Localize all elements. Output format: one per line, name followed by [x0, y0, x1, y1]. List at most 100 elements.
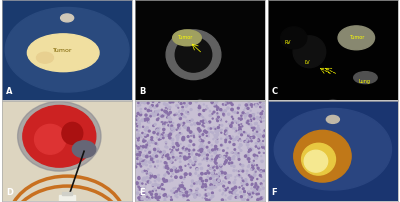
Ellipse shape — [232, 188, 234, 190]
Ellipse shape — [252, 116, 254, 118]
Ellipse shape — [158, 149, 159, 151]
Ellipse shape — [238, 125, 240, 126]
Ellipse shape — [204, 188, 205, 189]
Ellipse shape — [216, 157, 218, 159]
Ellipse shape — [167, 168, 169, 169]
Ellipse shape — [148, 141, 151, 144]
Ellipse shape — [137, 164, 138, 165]
Ellipse shape — [156, 155, 158, 158]
Ellipse shape — [250, 192, 252, 194]
Ellipse shape — [206, 187, 208, 189]
Ellipse shape — [157, 144, 158, 145]
Ellipse shape — [227, 187, 228, 188]
Ellipse shape — [236, 123, 237, 124]
Ellipse shape — [225, 182, 226, 183]
Ellipse shape — [195, 182, 198, 184]
Wedge shape — [198, 100, 400, 202]
Ellipse shape — [233, 140, 234, 141]
Ellipse shape — [162, 157, 163, 158]
Ellipse shape — [143, 177, 145, 180]
Ellipse shape — [202, 132, 204, 133]
Ellipse shape — [232, 119, 234, 120]
Ellipse shape — [210, 128, 212, 129]
Ellipse shape — [158, 175, 160, 176]
Ellipse shape — [169, 112, 171, 114]
Ellipse shape — [262, 187, 264, 189]
Ellipse shape — [254, 104, 256, 106]
Ellipse shape — [72, 141, 96, 158]
Ellipse shape — [264, 138, 266, 140]
Ellipse shape — [242, 126, 243, 127]
Ellipse shape — [213, 179, 215, 182]
Ellipse shape — [302, 144, 336, 175]
Ellipse shape — [202, 134, 204, 136]
Ellipse shape — [182, 156, 184, 158]
Text: Tumor: Tumor — [349, 35, 364, 40]
Ellipse shape — [219, 130, 221, 132]
Ellipse shape — [261, 171, 262, 172]
Ellipse shape — [179, 112, 180, 113]
Ellipse shape — [173, 188, 174, 189]
Ellipse shape — [172, 143, 174, 145]
Ellipse shape — [257, 199, 259, 201]
Ellipse shape — [154, 183, 157, 186]
Ellipse shape — [143, 160, 146, 163]
Ellipse shape — [241, 116, 242, 117]
Ellipse shape — [183, 194, 185, 196]
Ellipse shape — [189, 160, 192, 162]
Ellipse shape — [176, 114, 177, 115]
Ellipse shape — [338, 27, 374, 50]
Ellipse shape — [251, 115, 254, 117]
Ellipse shape — [165, 113, 168, 116]
Ellipse shape — [176, 130, 177, 131]
Ellipse shape — [202, 140, 204, 142]
Ellipse shape — [242, 199, 243, 200]
Ellipse shape — [240, 118, 242, 120]
Ellipse shape — [154, 114, 156, 116]
Text: C: C — [272, 86, 278, 95]
Ellipse shape — [182, 187, 184, 189]
Ellipse shape — [223, 185, 224, 187]
Ellipse shape — [170, 169, 173, 172]
Ellipse shape — [198, 107, 200, 109]
Ellipse shape — [218, 180, 220, 182]
Ellipse shape — [142, 171, 144, 173]
Ellipse shape — [209, 199, 210, 201]
Ellipse shape — [208, 142, 210, 144]
Ellipse shape — [242, 184, 244, 185]
Ellipse shape — [197, 123, 198, 124]
Ellipse shape — [198, 130, 200, 132]
Ellipse shape — [209, 168, 210, 169]
Ellipse shape — [254, 114, 255, 115]
Ellipse shape — [150, 166, 152, 167]
Ellipse shape — [229, 191, 231, 193]
Ellipse shape — [204, 122, 206, 123]
Ellipse shape — [156, 129, 159, 132]
Ellipse shape — [238, 159, 240, 160]
Ellipse shape — [200, 146, 202, 149]
Ellipse shape — [165, 111, 168, 114]
Ellipse shape — [178, 127, 179, 129]
Ellipse shape — [153, 132, 155, 134]
Ellipse shape — [255, 157, 256, 158]
Ellipse shape — [173, 128, 175, 130]
Ellipse shape — [202, 147, 204, 149]
Ellipse shape — [216, 115, 218, 116]
Ellipse shape — [174, 115, 175, 116]
Ellipse shape — [264, 148, 265, 149]
Ellipse shape — [198, 175, 200, 177]
Ellipse shape — [176, 190, 178, 192]
Ellipse shape — [203, 110, 205, 112]
Ellipse shape — [154, 107, 155, 108]
Ellipse shape — [258, 198, 259, 199]
Ellipse shape — [148, 130, 150, 132]
Ellipse shape — [153, 190, 154, 191]
Ellipse shape — [212, 192, 213, 194]
Ellipse shape — [203, 133, 204, 134]
Ellipse shape — [182, 196, 185, 198]
Ellipse shape — [259, 119, 260, 120]
Ellipse shape — [240, 144, 242, 146]
Ellipse shape — [256, 155, 258, 158]
Ellipse shape — [169, 134, 172, 136]
Ellipse shape — [184, 149, 186, 151]
